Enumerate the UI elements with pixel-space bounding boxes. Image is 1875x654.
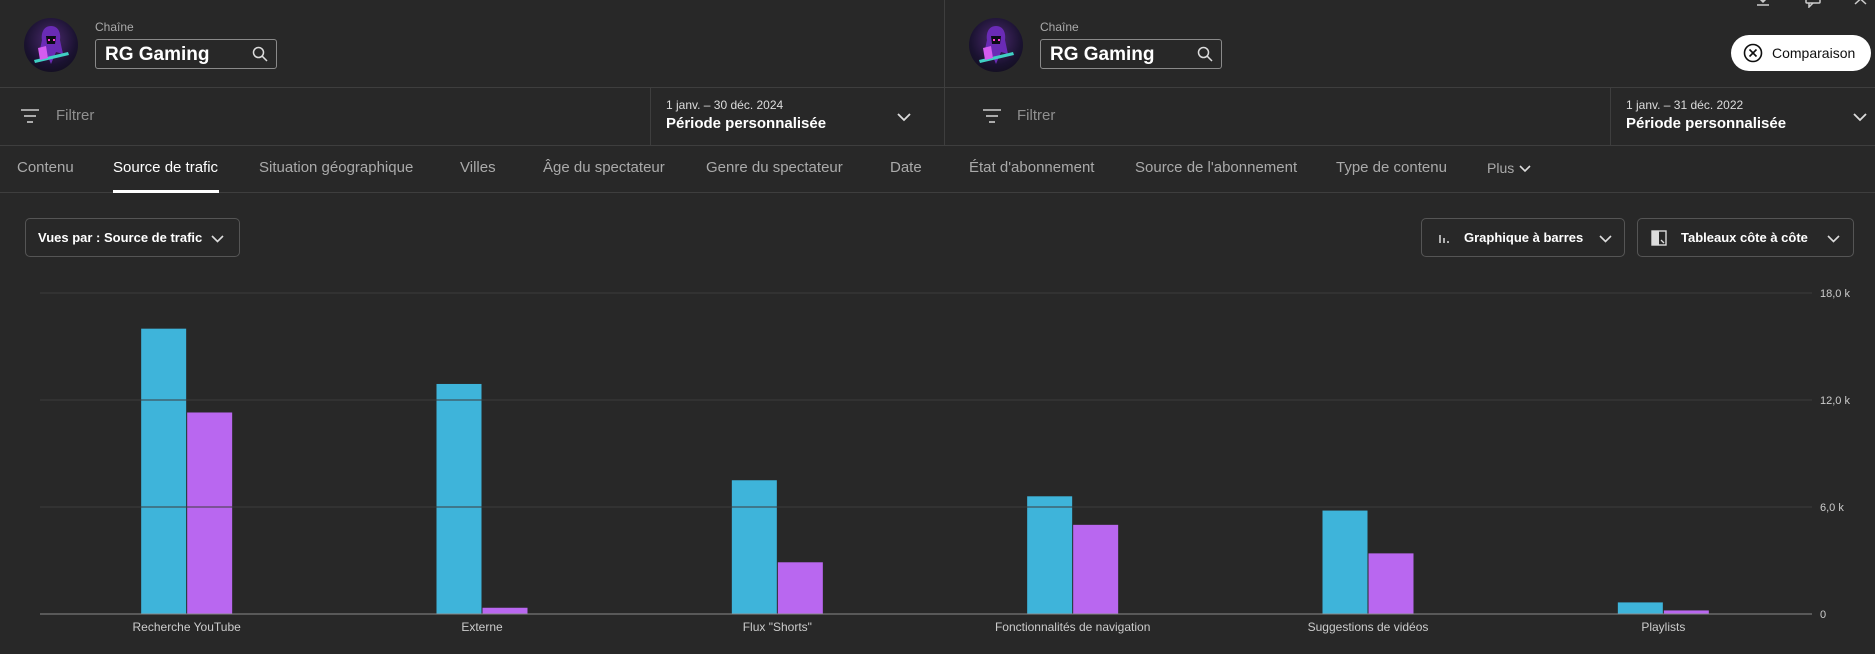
x-tick-label: Playlists: [1641, 620, 1685, 634]
comparison-button-label: Comparaison: [1772, 45, 1856, 61]
tab-plus[interactable]: Plus: [1487, 160, 1515, 176]
filter-input[interactable]: Filtrer: [1017, 107, 1056, 124]
tab-age-du-spectateur[interactable]: Âge du spectateur: [543, 159, 665, 176]
left-filter-pane: Filtrer 1 janv. – 30 déc. 2024 Période p…: [0, 88, 945, 146]
bar-series-2[interactable]: [1368, 553, 1414, 614]
date-period: Période personnalisée: [1626, 115, 1787, 132]
right-filter-pane: Filtrer 1 janv. – 31 déc. 2022 Période p…: [945, 88, 1875, 146]
y-tick-label: 0: [1820, 609, 1826, 621]
active-tab-indicator: [113, 190, 219, 193]
bar-series-2[interactable]: [482, 607, 528, 614]
avatar: [969, 18, 1023, 72]
bar-series-1[interactable]: [1027, 496, 1073, 614]
bar-series-1[interactable]: [436, 383, 482, 614]
tab-source-de-trafic[interactable]: Source de trafic: [113, 159, 219, 176]
channel-selector[interactable]: RG Gaming: [95, 39, 277, 69]
date-range: 1 janv. – 31 déc. 2022: [1626, 98, 1744, 112]
bar-series-2[interactable]: [1073, 524, 1119, 614]
y-tick-label: 12,0 k: [1820, 395, 1850, 407]
filter-icon[interactable]: [982, 108, 1002, 124]
bar-series-2[interactable]: [187, 412, 233, 614]
bar-series-1[interactable]: [1617, 602, 1663, 614]
y-tick-label: 6,0 k: [1820, 502, 1844, 514]
date-range: 1 janv. – 30 déc. 2024: [666, 98, 784, 112]
filter-icon[interactable]: [20, 108, 40, 124]
close-circle-icon: [1743, 43, 1763, 63]
channel-label: Chaîne: [95, 20, 134, 34]
x-tick-label: Suggestions de vidéos: [1308, 620, 1429, 634]
x-tick-label: Fonctionnalités de navigation: [995, 620, 1150, 634]
traffic-source-bar-chart: Recherche YouTube Externe Flux "Shorts" Fon…: [40, 288, 1850, 634]
bar-series-2[interactable]: [777, 562, 823, 614]
views-by-dropdown[interactable]: Vues par : Source de trafic: [25, 218, 240, 257]
tab-type-de-contenu[interactable]: Type de contenu: [1336, 159, 1447, 176]
tab-situation-geographique[interactable]: Situation géographique: [259, 159, 414, 176]
download-icon[interactable]: [1754, 0, 1772, 8]
channel-selector[interactable]: RG Gaming: [1040, 39, 1222, 69]
x-tick-label: Externe: [461, 620, 503, 634]
bar-series-1[interactable]: [141, 328, 187, 614]
date-range-selector[interactable]: 1 janv. – 31 déc. 2022 Période personnal…: [1610, 88, 1875, 146]
filter-row: Filtrer 1 janv. – 30 déc. 2024 Période p…: [0, 88, 1875, 146]
chart-type-label: Graphique à barres: [1464, 230, 1584, 245]
comparison-header: Chaîne RG Gaming Chaîne RG Gaming: [0, 0, 1875, 88]
date-range-selector[interactable]: 1 janv. – 30 déc. 2024 Période personnal…: [650, 88, 945, 146]
channel-name: RG Gaming: [105, 44, 210, 65]
search-icon[interactable]: [1197, 46, 1213, 62]
views-by-label: Vues par : Source de trafic: [38, 230, 203, 245]
tab-date[interactable]: Date: [890, 159, 922, 176]
bar-series-2[interactable]: [1663, 610, 1709, 614]
bar-series-1[interactable]: [731, 480, 777, 614]
chevron-down-icon: [897, 113, 911, 122]
bar-chart-icon: [1439, 235, 1449, 243]
chevron-down-icon: [1853, 113, 1867, 122]
right-channel-pane: Chaîne RG Gaming: [945, 0, 1875, 88]
tab-villes[interactable]: Villes: [460, 159, 496, 176]
tab-genre-du-spectateur[interactable]: Genre du spectateur: [706, 159, 843, 176]
tab-bar: Contenu Source de trafic Situation géogr…: [0, 146, 1875, 193]
chevron-down-icon: [1519, 165, 1531, 173]
chevron-down-icon: [1827, 235, 1840, 243]
tables-layout-dropdown[interactable]: Tableaux côte à côte: [1637, 218, 1854, 257]
search-icon[interactable]: [252, 46, 268, 62]
x-tick-label: Flux "Shorts": [743, 620, 812, 634]
close-icon[interactable]: [1852, 0, 1870, 8]
tab-etat-abonnement[interactable]: État d'abonnement: [969, 159, 1095, 176]
tables-layout-label: Tableaux côte à côte: [1681, 230, 1808, 245]
avatar: [24, 18, 78, 72]
left-channel-pane: Chaîne RG Gaming: [0, 0, 945, 88]
side-by-side-icon: [1651, 230, 1667, 246]
chevron-down-icon: [1599, 235, 1612, 243]
chevron-down-icon: [211, 235, 224, 243]
date-period: Période personnalisée: [666, 115, 827, 132]
channel-name: RG Gaming: [1050, 44, 1155, 65]
tab-source-abonnement[interactable]: Source de l'abonnement: [1135, 159, 1298, 176]
channel-label: Chaîne: [1040, 20, 1079, 34]
x-tick-label: Recherche YouTube: [133, 620, 242, 634]
chart-type-dropdown[interactable]: Graphique à barres: [1421, 218, 1625, 257]
tab-contenu[interactable]: Contenu: [17, 159, 74, 176]
bar-series-1[interactable]: [1322, 510, 1368, 614]
filter-input[interactable]: Filtrer: [56, 107, 95, 124]
comparison-button[interactable]: Comparaison: [1731, 35, 1871, 71]
feedback-icon[interactable]: [1804, 0, 1822, 8]
y-tick-label: 18,0 k: [1820, 288, 1850, 300]
